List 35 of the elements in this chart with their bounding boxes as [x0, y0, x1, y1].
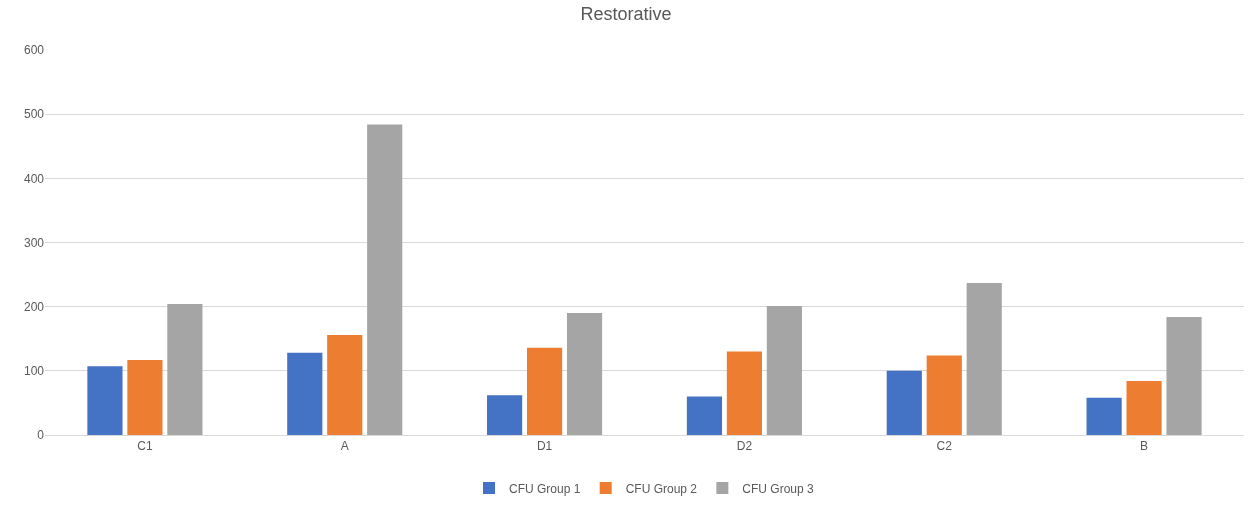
bar	[686, 396, 723, 435]
x-tick-label: C1	[137, 439, 153, 454]
chart-title: Restorative	[580, 4, 672, 25]
bar	[1166, 316, 1202, 435]
y-tick-label: 300	[23, 235, 45, 250]
bar	[127, 359, 163, 435]
bar	[87, 366, 123, 435]
legend-label: CFU Group 3	[742, 481, 815, 496]
bar	[926, 355, 962, 435]
bar	[327, 334, 363, 435]
x-tick-label: D1	[536, 439, 553, 454]
x-tick-label: C2	[936, 439, 953, 454]
y-tick-label: 100	[23, 364, 45, 379]
y-tick-label: 500	[23, 107, 45, 122]
bar	[287, 352, 323, 435]
bar	[966, 282, 1002, 435]
bar	[527, 347, 563, 435]
y-tick-label: 600	[23, 43, 45, 58]
bar	[886, 370, 922, 435]
bar	[487, 395, 523, 435]
bar	[726, 351, 762, 435]
bar	[766, 306, 802, 435]
y-tick-label: 0	[37, 428, 45, 443]
legend-label: CFU Group 2	[625, 481, 698, 496]
x-tick-label: D2	[736, 439, 753, 454]
y-tick-label: 400	[23, 171, 45, 186]
bar	[167, 304, 203, 435]
x-tick-label: A	[340, 439, 349, 454]
bar	[566, 313, 603, 435]
bar	[1126, 381, 1162, 435]
bar	[1086, 397, 1122, 435]
y-tick-label: 200	[23, 299, 45, 314]
x-tick-label: B	[1140, 439, 1149, 454]
bar	[367, 124, 403, 435]
legend-label: CFU Group 1	[509, 481, 581, 496]
